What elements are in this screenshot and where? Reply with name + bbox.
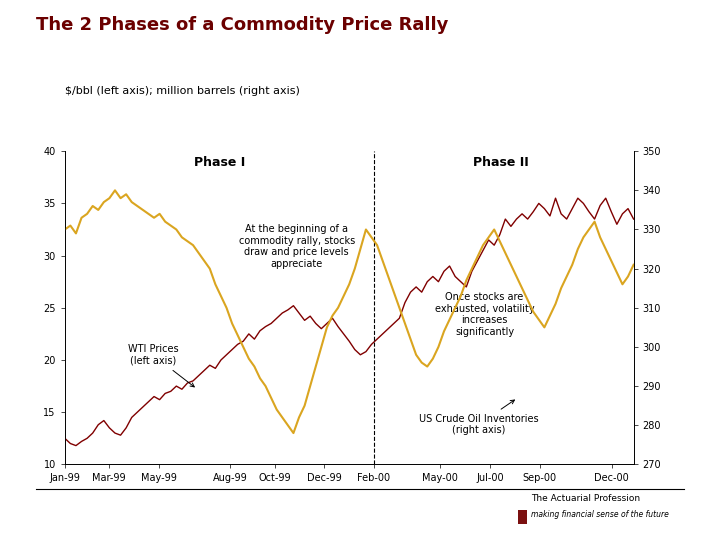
Text: At the beginning of a
commodity rally, stocks
draw and price levels
appreciate: At the beginning of a commodity rally, s…: [238, 224, 355, 269]
Text: Once stocks are
exhausted, volatility
increases
significantly: Once stocks are exhausted, volatility in…: [435, 292, 534, 337]
Text: Phase I: Phase I: [194, 157, 245, 170]
Text: $/bbl (left axis); million barrels (right axis): $/bbl (left axis); million barrels (righ…: [65, 86, 300, 97]
Text: US Crude Oil Inventories
(right axis): US Crude Oil Inventories (right axis): [419, 400, 539, 435]
Text: making financial sense of the future: making financial sense of the future: [531, 510, 669, 519]
Text: The Actuarial Profession: The Actuarial Profession: [531, 494, 641, 503]
Text: Phase II: Phase II: [473, 157, 529, 170]
Text: WTI Prices
(left axis): WTI Prices (left axis): [128, 345, 194, 387]
Text: The 2 Phases of a Commodity Price Rally: The 2 Phases of a Commodity Price Rally: [36, 16, 449, 34]
